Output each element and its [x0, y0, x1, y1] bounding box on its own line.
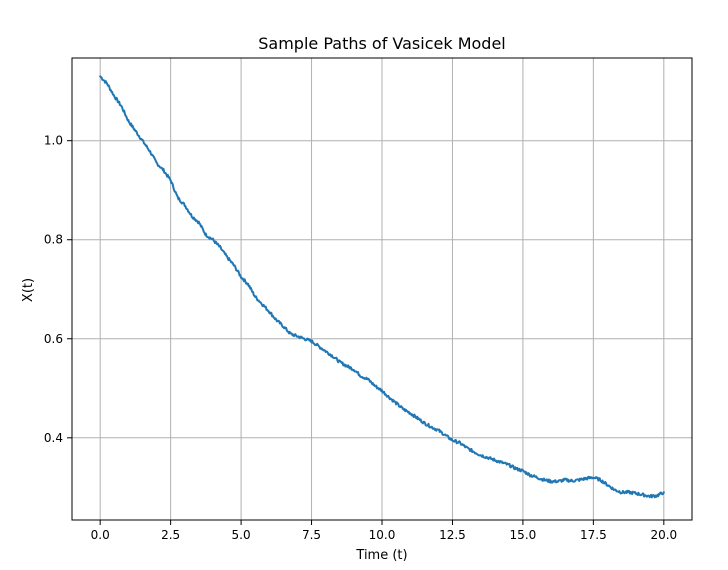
series-layer [99, 75, 665, 499]
y-axis-label: X(t) [21, 278, 36, 302]
chart-title: Sample Paths of Vasicek Model [258, 34, 505, 53]
x-tick-label: 0.0 [91, 528, 110, 542]
x-axis-label: Time (t) [355, 548, 407, 563]
x-tick-label: 17.5 [580, 528, 607, 542]
y-tick-label: 1.0 [44, 134, 63, 148]
y-tick-label: 0.4 [44, 431, 63, 445]
series-line-path-1 [99, 75, 665, 499]
tick-layer: 0.0 2.5 5.0 7.5 10.0 12.5 15.0 17.5 20.0 0.4 0.6 0.… [44, 134, 677, 542]
grid-layer [72, 58, 692, 520]
x-tick-label: 12.5 [439, 528, 466, 542]
x-tick-label: 2.5 [161, 528, 180, 542]
x-tick-label: 7.5 [302, 528, 321, 542]
x-tick-label: 20.0 [650, 528, 677, 542]
y-tick-label: 0.8 [44, 233, 63, 247]
y-tick-label: 0.6 [44, 332, 63, 346]
x-tick-label: 15.0 [510, 528, 537, 542]
x-tick-label: 5.0 [232, 528, 251, 542]
x-tick-label: 10.0 [369, 528, 396, 542]
